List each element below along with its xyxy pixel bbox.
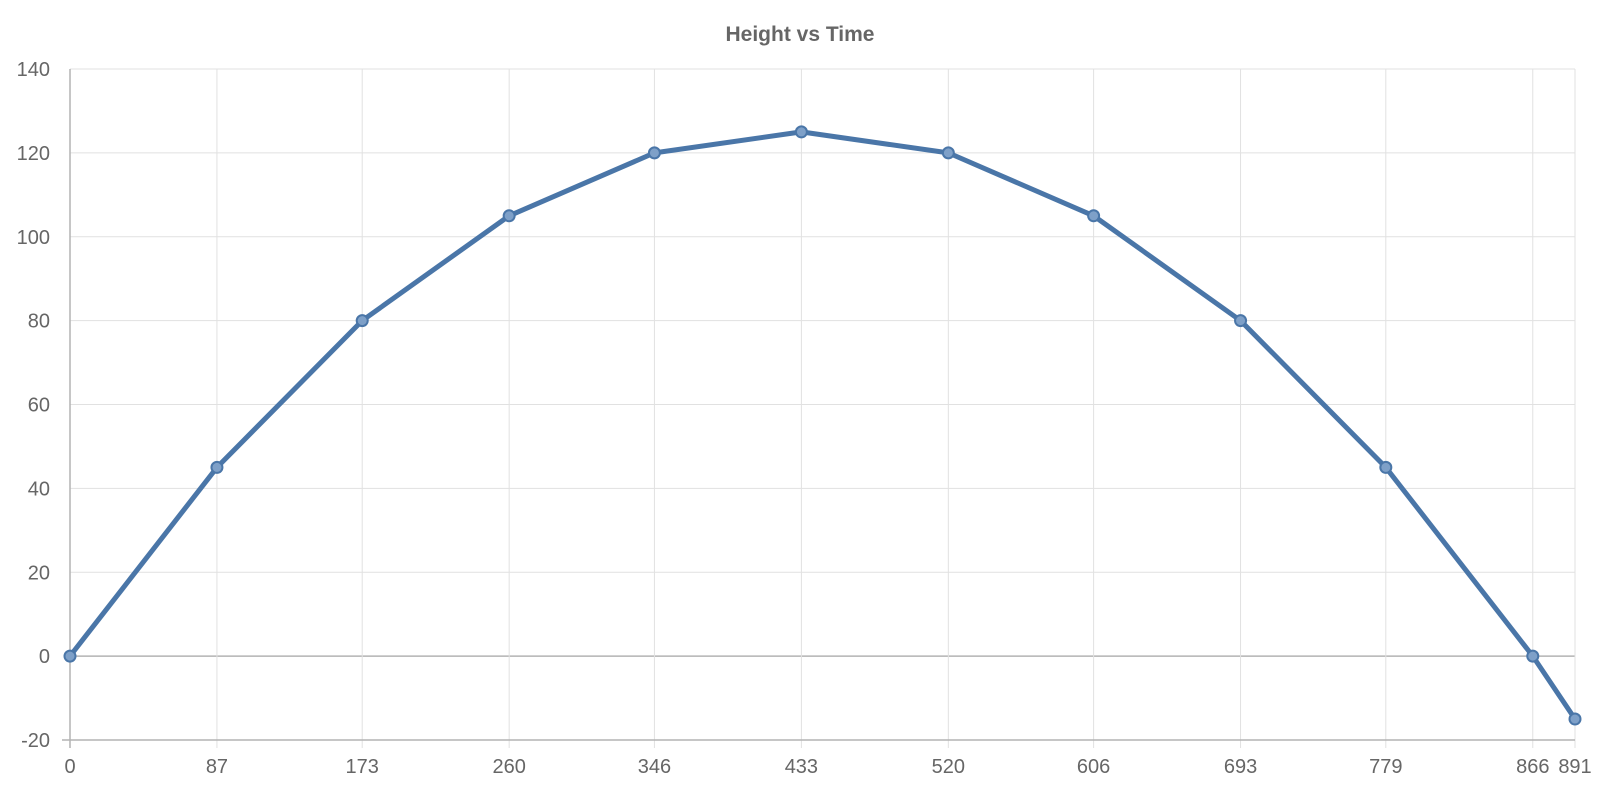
grid-layer [69,68,1576,748]
data-point[interactable] [502,209,516,223]
data-point[interactable] [210,460,224,474]
y-tick-label: 20 [28,562,50,584]
data-point[interactable] [647,146,661,160]
y-tick-label: 100 [17,227,50,249]
x-tick-label: 866 [1516,756,1549,778]
data-point[interactable] [1087,209,1101,223]
y-tick-label: 120 [17,143,50,165]
chart-title: Height vs Time [726,23,875,46]
data-point[interactable] [941,146,955,160]
y-tick-label: 80 [28,311,50,333]
x-tick-label: 260 [492,756,525,778]
x-tick-label: 87 [206,756,228,778]
y-tick-label: 40 [28,478,50,500]
y-tick-label: 140 [17,59,50,81]
data-point[interactable] [794,125,808,139]
x-tick-label: 520 [932,756,965,778]
x-tick-label: 433 [785,756,818,778]
y-tick-label: 60 [28,395,50,417]
x-tick-label: 891 [1558,756,1591,778]
x-tick-label: 173 [346,756,379,778]
series-line [67,129,1578,722]
series-layer [63,125,1582,726]
axis-layer [62,69,1575,748]
y-tick-label: 0 [39,646,50,668]
data-point[interactable] [1568,712,1582,726]
x-tick-label: 779 [1369,756,1402,778]
data-point[interactable] [1526,649,1540,663]
x-tick-label: 693 [1224,756,1257,778]
tick-label-layer: -20 0 20 40 60 80 100 120 140 0 87 173 260 346 433 520 6… [17,59,1592,778]
x-tick-label: 346 [638,756,671,778]
data-point[interactable] [1234,314,1248,328]
x-tick-label: 0 [64,756,75,778]
data-point[interactable] [355,314,369,328]
y-tick-label: -20 [21,730,50,752]
data-point[interactable] [63,649,77,663]
data-point[interactable] [1379,460,1393,474]
x-tick-label: 606 [1077,756,1110,778]
